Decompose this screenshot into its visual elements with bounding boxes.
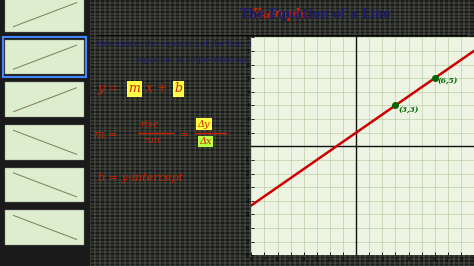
Text: The Equation of a Line: The Equation of a Line (173, 8, 391, 21)
FancyBboxPatch shape (5, 82, 84, 117)
Text: y =: y = (98, 82, 123, 95)
Text: rise: rise (140, 120, 158, 129)
Text: Δy: Δy (198, 120, 210, 129)
Text: x +: x + (142, 82, 172, 95)
Text: (3,3): (3,3) (399, 107, 419, 115)
Text: run: run (144, 136, 161, 145)
FancyBboxPatch shape (5, 125, 84, 160)
Text: equation in slope-intercept form.: equation in slope-intercept form. (136, 56, 275, 64)
Text: b: b (174, 82, 182, 95)
FancyBboxPatch shape (5, 210, 84, 245)
Text: m: m (128, 82, 140, 95)
Text: Example:: Example: (252, 8, 312, 21)
Text: b = y-intercept: b = y-intercept (98, 173, 183, 183)
FancyBboxPatch shape (5, 168, 84, 202)
FancyBboxPatch shape (5, 0, 84, 32)
Text: Determine the equation of the line. Write the linear: Determine the equation of the line. Writ… (97, 40, 314, 48)
Text: =: = (180, 130, 190, 140)
Text: Δx: Δx (200, 137, 212, 146)
FancyBboxPatch shape (5, 40, 84, 74)
Text: (6,5): (6,5) (438, 78, 458, 86)
Text: m =: m = (94, 130, 121, 140)
